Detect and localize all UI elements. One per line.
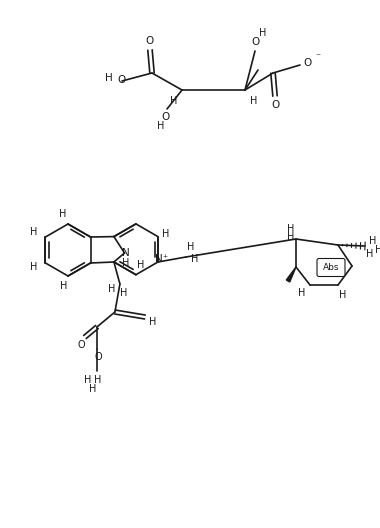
Text: ⁻: ⁻ bbox=[315, 52, 321, 62]
Text: H: H bbox=[60, 281, 68, 291]
Text: H: H bbox=[94, 375, 101, 385]
Text: O: O bbox=[146, 36, 154, 46]
Text: H: H bbox=[30, 262, 37, 272]
Text: H: H bbox=[122, 258, 129, 268]
FancyBboxPatch shape bbox=[317, 259, 345, 277]
Text: O: O bbox=[117, 75, 125, 85]
Text: H: H bbox=[250, 96, 258, 106]
Text: H: H bbox=[59, 209, 66, 219]
Text: H: H bbox=[108, 284, 116, 294]
Text: H: H bbox=[191, 254, 199, 264]
Text: N⁺: N⁺ bbox=[155, 254, 169, 264]
Text: O: O bbox=[272, 100, 280, 110]
Text: H: H bbox=[84, 375, 92, 385]
Text: H: H bbox=[339, 290, 347, 300]
Text: H: H bbox=[259, 28, 267, 38]
Text: H: H bbox=[162, 229, 169, 239]
Text: H: H bbox=[149, 317, 157, 327]
Text: H: H bbox=[298, 288, 306, 298]
Text: H: H bbox=[369, 236, 377, 246]
Text: O: O bbox=[77, 340, 85, 350]
Text: O: O bbox=[94, 352, 102, 362]
Text: H: H bbox=[170, 96, 178, 106]
Text: H: H bbox=[30, 227, 37, 237]
Text: O: O bbox=[303, 58, 311, 68]
Text: H: H bbox=[375, 245, 380, 255]
Text: H: H bbox=[120, 288, 128, 298]
Text: H: H bbox=[105, 73, 113, 83]
Polygon shape bbox=[286, 267, 296, 282]
Text: H: H bbox=[187, 242, 195, 252]
Text: H: H bbox=[137, 260, 145, 270]
Text: O: O bbox=[162, 112, 170, 122]
Text: N: N bbox=[122, 248, 130, 258]
Text: H: H bbox=[366, 249, 374, 259]
Text: H: H bbox=[89, 384, 97, 394]
Text: Abs: Abs bbox=[323, 263, 339, 272]
Text: O: O bbox=[252, 37, 260, 47]
Text: H: H bbox=[157, 121, 165, 131]
Text: H: H bbox=[287, 232, 295, 242]
Text: H: H bbox=[287, 224, 295, 234]
